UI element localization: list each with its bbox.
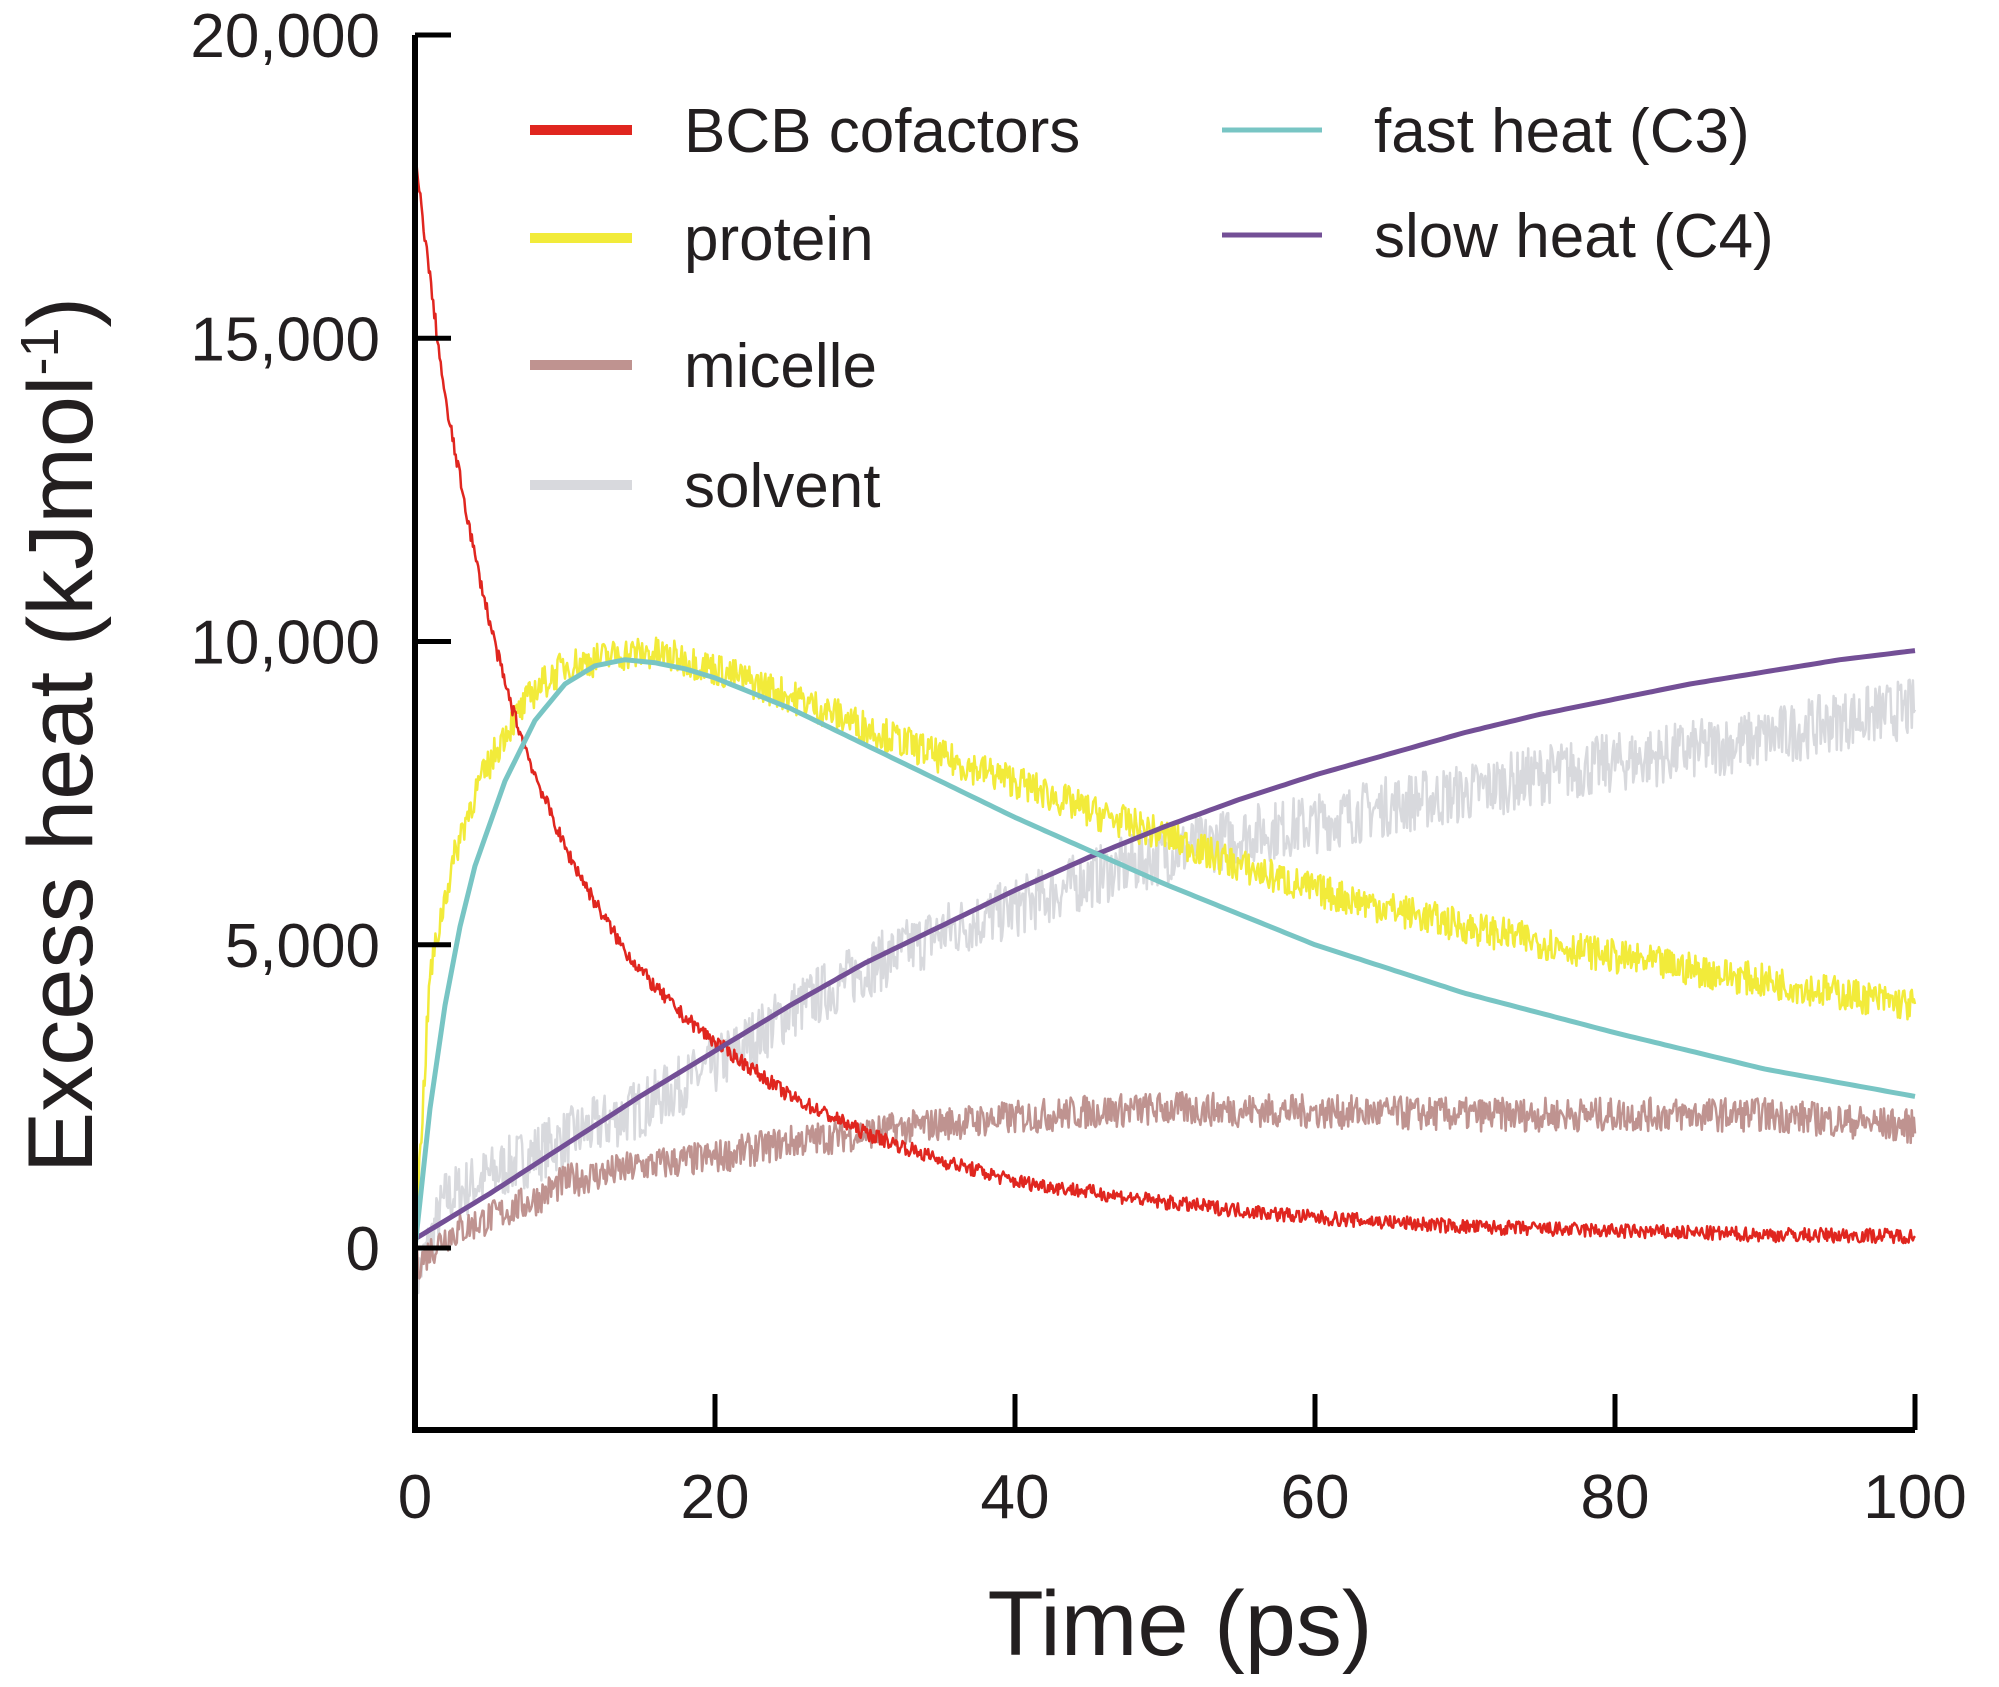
x-tick-label: 100 (1863, 1463, 1966, 1532)
y-tick-label: 15,000 (190, 305, 380, 374)
ticks-layer: 0 20 40 60 80 100 0 5,000 10,000 15,000 20,000 (190, 2, 1966, 1532)
legend-label-protein: protein (684, 205, 874, 274)
x-axis-title: Time (ps) (987, 1573, 1372, 1675)
series-line-fast-heat-c3 (412, 657, 1916, 1249)
series-line-slow-heat-c4 (413, 648, 1916, 1242)
y-axis-title: Excess heat (kJmol-1) (10, 297, 112, 1173)
y-tick-label: 10,000 (190, 609, 380, 678)
y-tick-label: 0 (346, 1215, 380, 1284)
axes-layer (412, 35, 1915, 1433)
y-tick-label: 5,000 (225, 912, 380, 981)
y-axis-title-main: Excess heat (kJmol (10, 376, 112, 1174)
x-tick-label: 0 (398, 1463, 432, 1532)
legend: BCB cofactors protein micelle solvent fast h… (530, 97, 1774, 521)
x-tick-label: 80 (1581, 1463, 1650, 1532)
x-tick-label: 60 (1281, 1463, 1350, 1532)
series-line-solvent (413, 678, 1917, 1315)
legend-label-fast-heat-c3: fast heat (C3) (1374, 97, 1750, 166)
series-line-micelle (413, 1090, 1917, 1280)
legend-label-slow-heat-c4: slow heat (C4) (1374, 202, 1774, 271)
series-line-protein (413, 636, 1917, 1253)
x-tick-label: 20 (681, 1463, 750, 1532)
y-axis-title-close: ) (10, 297, 112, 328)
legend-label-solvent: solvent (684, 452, 880, 521)
y-axis-title-superscript: -1 (10, 328, 70, 376)
legend-label-micelle: micelle (684, 332, 877, 401)
y-tick-label: 20,000 (190, 2, 380, 71)
x-tick-label: 40 (981, 1463, 1050, 1532)
series-line-bcb-cofactors (413, 156, 1916, 1245)
series-layer (412, 156, 1917, 1315)
legend-label-bcb-cofactors: BCB cofactors (684, 97, 1080, 166)
